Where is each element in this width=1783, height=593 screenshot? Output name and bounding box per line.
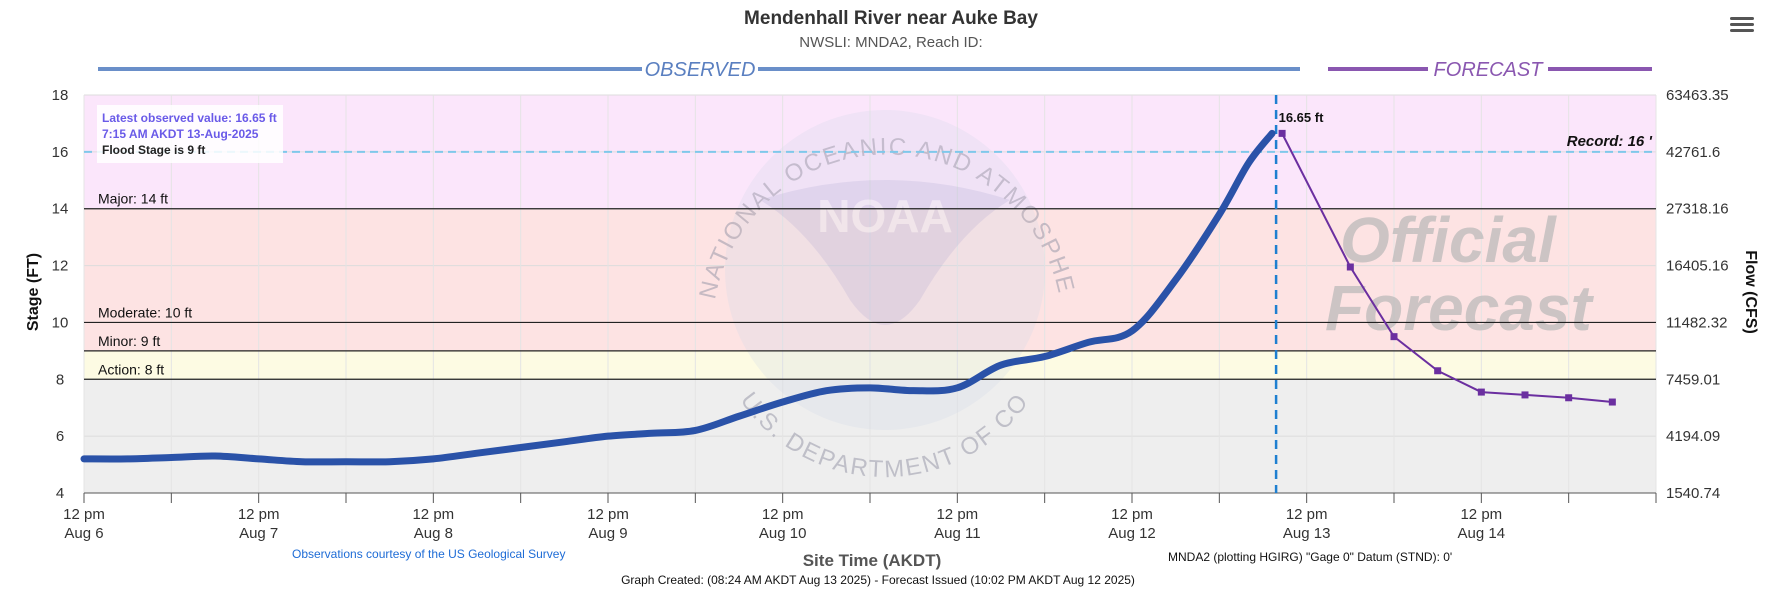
- x-tick-label-time: 12 pm: [238, 506, 280, 523]
- flood-stage-text: Flood Stage is 9 ft: [102, 143, 205, 157]
- x-axis-title: Site Time (AKDT): [803, 551, 942, 570]
- series-lines: [80, 129, 1616, 466]
- x-tick-label-time: 12 pm: [1460, 506, 1502, 523]
- x-tick-label-time: 12 pm: [1111, 506, 1153, 523]
- y2-tick-label: 42761.6: [1666, 144, 1720, 161]
- hamburger-icon: [1730, 17, 1754, 20]
- usgs-credit-link[interactable]: Observations courtesy of the US Geologic…: [292, 547, 565, 561]
- hamburger-icon-bar: [1730, 23, 1754, 26]
- record-label: Record: 16 ': [1567, 133, 1653, 150]
- x-tick-label-date: Aug 7: [239, 525, 278, 542]
- forecast-point: [1521, 391, 1529, 399]
- chart-title: Mendenhall River near Auke Bay: [744, 8, 1038, 29]
- x-tick-label-time: 12 pm: [63, 506, 105, 523]
- observed-header: OBSERVED: [645, 59, 756, 81]
- y-tick-label: 16: [52, 144, 69, 161]
- x-tick-label-time: 12 pm: [762, 506, 804, 523]
- x-tick-label-time: 12 pm: [587, 506, 629, 523]
- x-tick-label-date: Aug 8: [414, 525, 453, 542]
- y-tick-label: 8: [56, 371, 64, 388]
- y2-tick-label: 7459.01: [1666, 371, 1720, 388]
- y2-tick-label: 27318.16: [1666, 201, 1729, 218]
- x-tick-label-date: Aug 9: [588, 525, 627, 542]
- official-watermark-line2: Forecast: [1325, 272, 1594, 344]
- observed-series-line: [80, 129, 1276, 466]
- x-tick-label-date: Aug 13: [1283, 525, 1331, 542]
- y-tick-label: 4: [56, 485, 64, 502]
- noaa-logo-circle: [725, 110, 1045, 430]
- x-tick-label-time: 12 pm: [412, 506, 454, 523]
- y2-tick-label: 63463.35: [1666, 87, 1729, 104]
- chart-menu-button[interactable]: [1730, 14, 1754, 36]
- forecast-point: [1565, 394, 1573, 402]
- forecast-point: [1434, 367, 1442, 375]
- graph-created-text: Graph Created: (08:24 AM AKDT Aug 13 202…: [621, 573, 1135, 587]
- y-tick-label: 18: [52, 87, 69, 104]
- moderate-threshold-label: Moderate: 10 ft: [98, 304, 192, 320]
- forecast-point: [1390, 333, 1398, 341]
- x-tick-label-time: 12 pm: [936, 506, 978, 523]
- minor-threshold-label: Minor: 9 ft: [98, 333, 160, 349]
- y-tick-label: 10: [52, 314, 69, 331]
- noaa-logo-text: NOAA: [817, 190, 952, 242]
- forecast-header: FORECAST: [1434, 59, 1545, 81]
- y2-tick-label: 11482.32: [1666, 314, 1727, 331]
- y2-axis-title: Flow (CFS): [1742, 250, 1759, 334]
- y-tick-label: 14: [52, 201, 69, 218]
- y2-tick-label: 16405.16: [1666, 258, 1729, 275]
- y-tick-label: 12: [52, 258, 69, 275]
- forecast-point: [1346, 263, 1354, 271]
- hamburger-icon-bar: [1730, 29, 1754, 32]
- latest-value-box: [97, 105, 283, 163]
- threshold-lines: Major: 14 ft Moderate: 10 ft Minor: 9 ft Ac…: [84, 150, 1656, 380]
- forecast-series-line: [1281, 132, 1613, 404]
- x-tick-label-date: Aug 12: [1108, 525, 1156, 542]
- y2-tick-label: 1540.74: [1666, 485, 1720, 502]
- y-axis-title: Stage (FT): [25, 253, 42, 331]
- x-tick-label-date: Aug 14: [1458, 525, 1506, 542]
- axes: 4 6 8 10 12 14 16 18 1540.74 4194.09 7459.01 11482.…: [52, 87, 1729, 542]
- noaa-logo-bird: [760, 180, 1010, 325]
- action-threshold-label: Action: 8 ft: [98, 361, 164, 377]
- chart-subtitle: NWSLI: MNDA2, Reach ID:: [799, 34, 982, 51]
- major-threshold-label: Major: 14 ft: [98, 191, 168, 207]
- forecast-point: [1608, 398, 1616, 406]
- latest-value-text: Latest observed value: 16.65 ft: [102, 111, 277, 125]
- y2-tick-label: 4194.09: [1666, 428, 1720, 445]
- datum-note: MNDA2 (plotting HGIRG) "Gage 0" Datum (S…: [1168, 550, 1452, 564]
- forecast-point: [1278, 129, 1286, 137]
- x-tick-label-date: Aug 6: [64, 525, 103, 542]
- latest-time-text: 7:15 AM AKDT 13-Aug-2025: [102, 127, 259, 141]
- official-watermark-line1: Official: [1340, 204, 1557, 276]
- x-tick-label-time: 12 pm: [1286, 506, 1328, 523]
- forecast-point: [1477, 388, 1485, 396]
- y-tick-label: 6: [56, 428, 64, 445]
- peak-value-label: 16.65 ft: [1279, 110, 1324, 125]
- x-tick-label-date: Aug 10: [759, 525, 807, 542]
- x-tick-label-date: Aug 11: [934, 525, 980, 542]
